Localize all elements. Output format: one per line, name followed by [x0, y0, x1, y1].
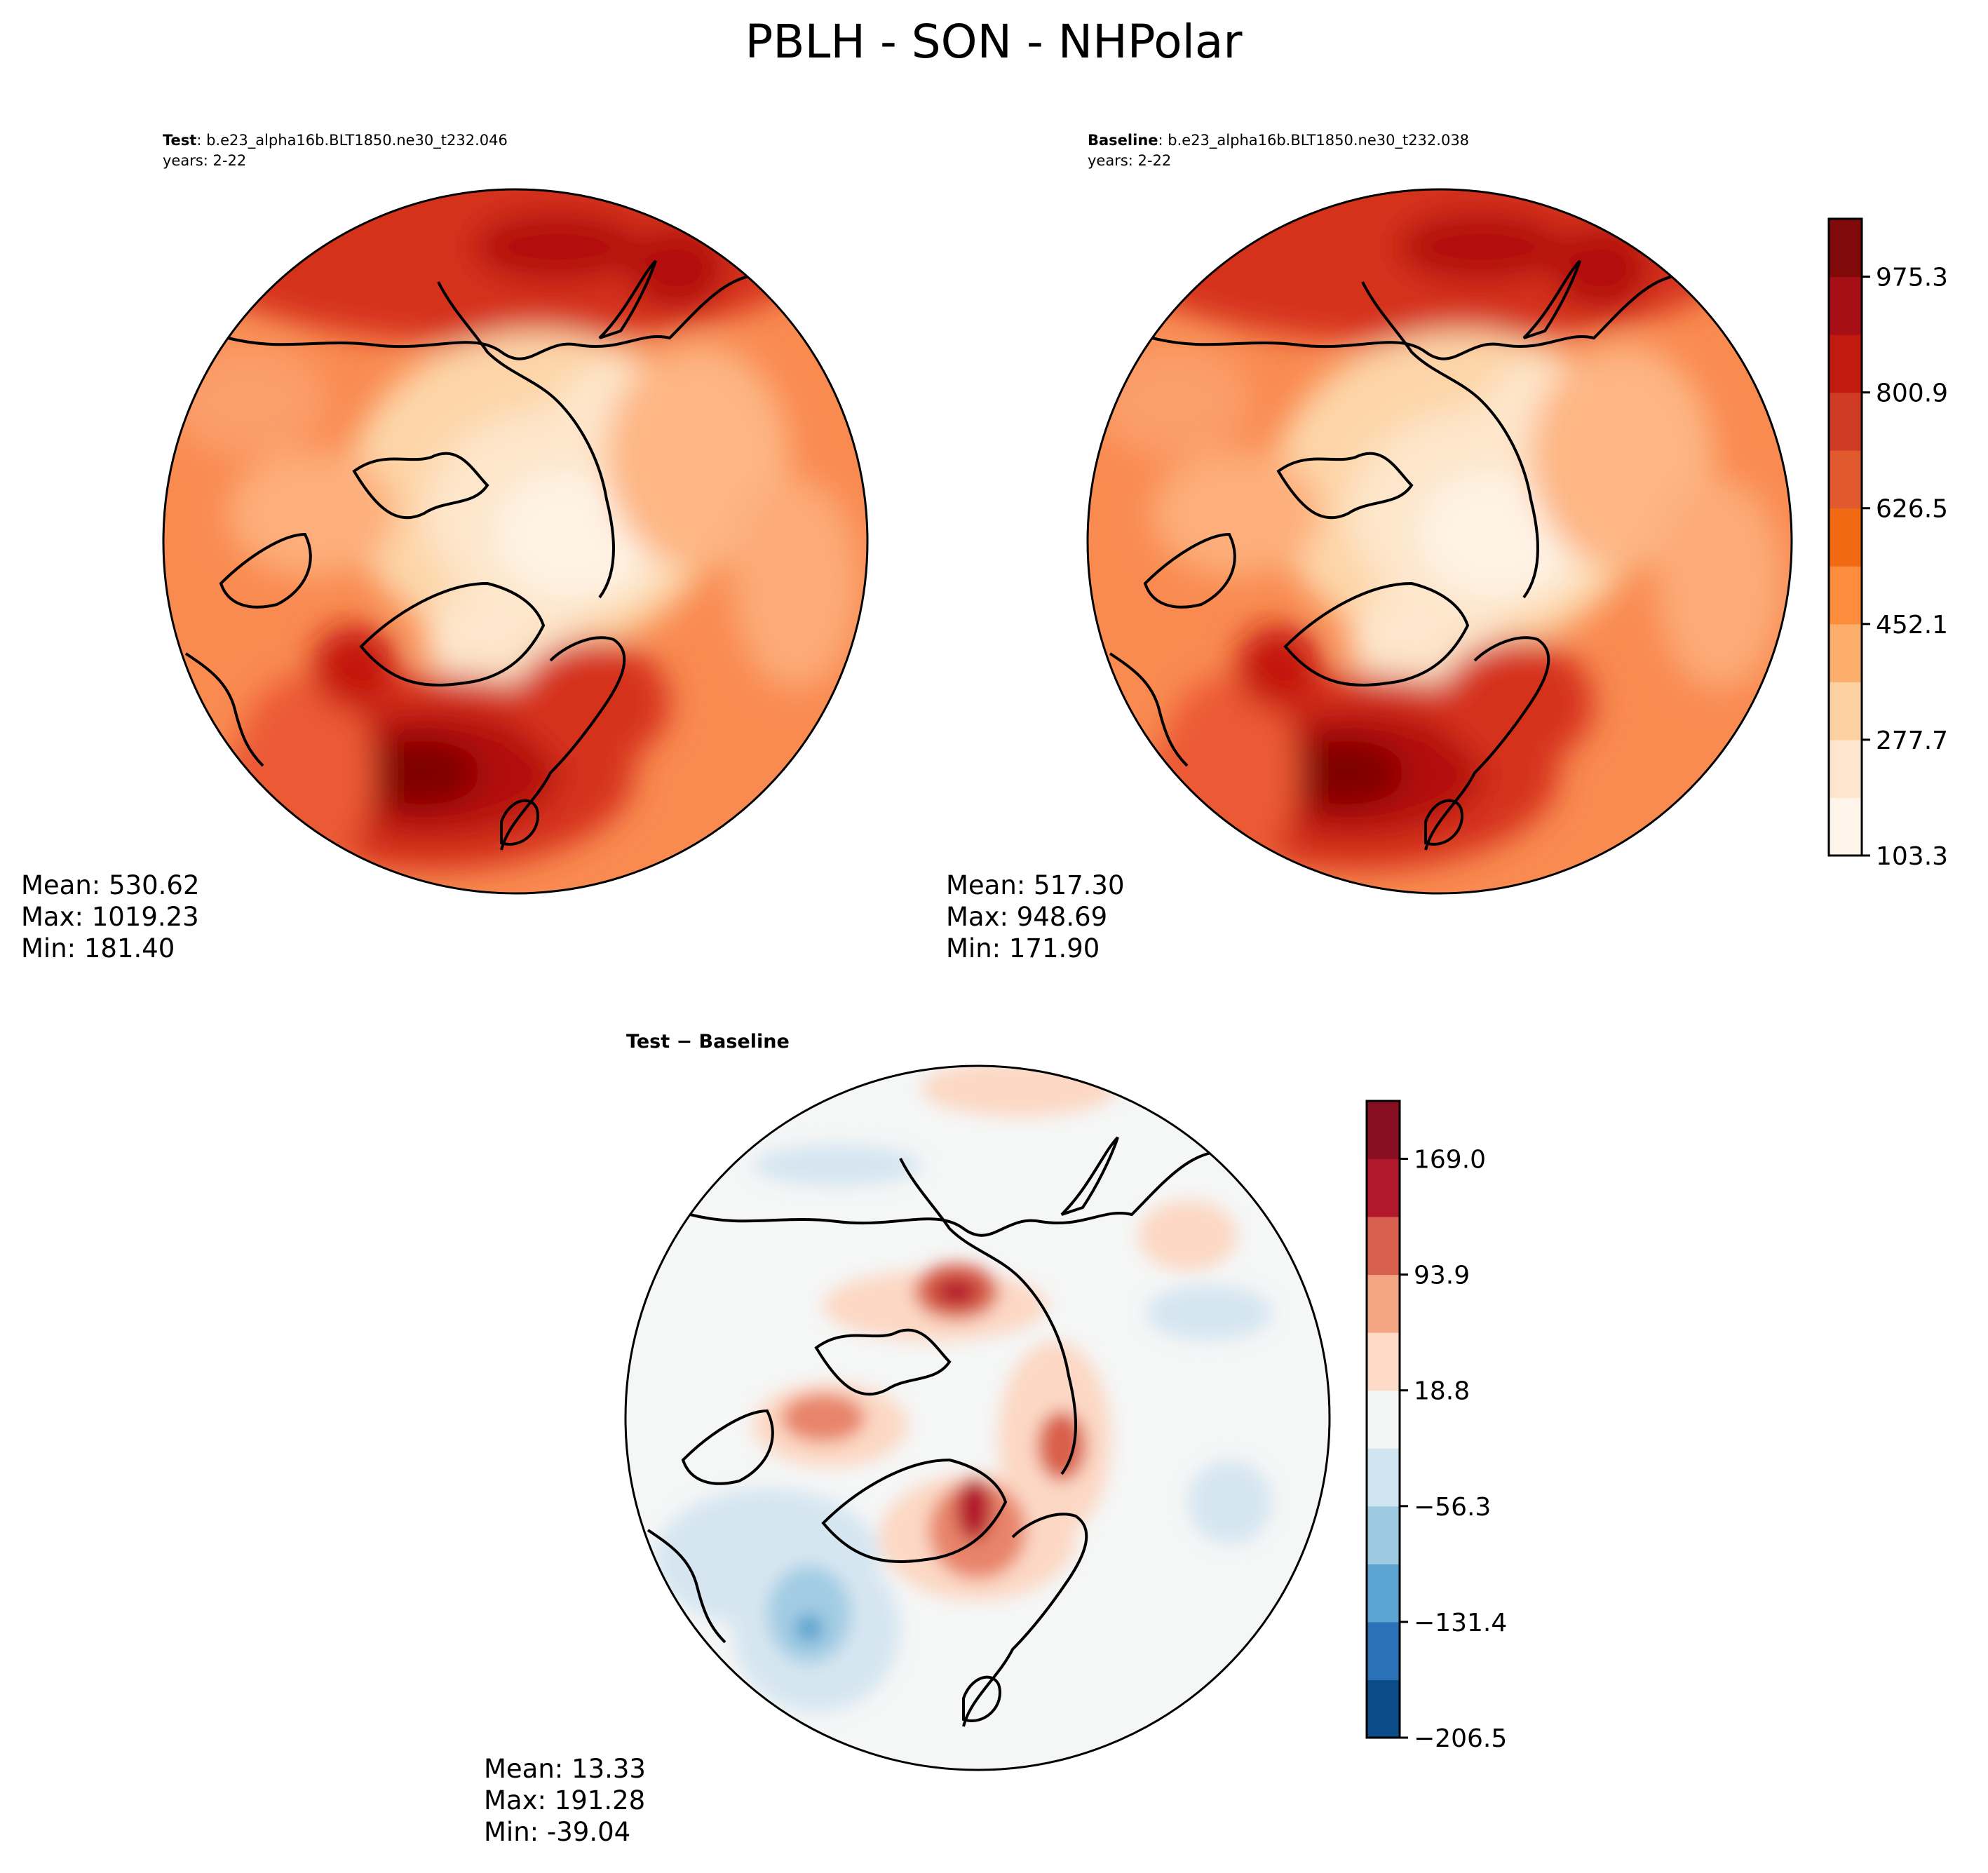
main-colorbar-tick-label: 800.9	[1876, 379, 1948, 408]
diff-colorbar-tick-label: −131.4	[1414, 1609, 1507, 1637]
main-colorbar-segment	[1829, 739, 1862, 798]
diff-colorbar-tick-label: 18.8	[1414, 1377, 1470, 1406]
main-colorbar-tick-label: 277.7	[1876, 726, 1948, 755]
diff-colorbar: −206.5 −131.4 −56.3 18.8 93.9 169.0	[1365, 1100, 1507, 1753]
test-mean: Mean: 530.62	[21, 870, 200, 900]
figure-title: PBLH - SON - NHPolar	[745, 15, 1243, 69]
main-colorbar-segment	[1829, 276, 1862, 335]
diff-mean: Mean: 13.33	[484, 1754, 646, 1784]
test-max: Max: 1019.23	[21, 902, 199, 932]
main-colorbar-segment	[1829, 450, 1862, 509]
main-colorbar-border	[1827, 217, 1863, 857]
diff-colorbar-segment	[1367, 1564, 1400, 1623]
main-colorbar-segment	[1829, 508, 1862, 567]
baseline-mean: Mean: 517.30	[946, 870, 1125, 900]
diff-colorbar-segment	[1367, 1390, 1400, 1449]
test-min: Min: 181.40	[21, 933, 175, 963]
main-colorbar-tick-label: 975.3	[1876, 264, 1948, 292]
main-colorbar-segment	[1829, 334, 1862, 393]
baseline-max: Max: 948.69	[946, 902, 1107, 932]
diff-colorbar-tick-label: 93.9	[1414, 1262, 1470, 1290]
test-label: Test	[163, 132, 196, 149]
diff-colorbar-tick-label: −56.3	[1414, 1493, 1491, 1522]
main-colorbar-segment	[1829, 392, 1862, 451]
diff-colorbar-segment	[1367, 1506, 1400, 1564]
diff-colorbar-tick-label: −206.5	[1414, 1724, 1507, 1753]
main-colorbar-tick-label: 103.3	[1876, 842, 1948, 871]
main-colorbar-segment	[1829, 797, 1862, 856]
main-colorbar-segment	[1829, 219, 1862, 278]
diff-colorbar-segment	[1367, 1217, 1400, 1276]
test-panel: Test: b.e23_alpha16b.BLT1850.ne30_t232.0…	[21, 132, 869, 963]
baseline-panel-header: Baseline: b.e23_alpha16b.BLT1850.ne30_t2…	[1088, 132, 1469, 149]
baseline-map	[1086, 188, 1793, 895]
diff-max: Max: 191.28	[484, 1785, 645, 1815]
diff-colorbar-border	[1365, 1100, 1401, 1739]
test-panel-header: Test: b.e23_alpha16b.BLT1850.ne30_t232.0…	[163, 132, 508, 149]
main-colorbar-segment	[1829, 623, 1862, 682]
main-colorbar: 103.3 277.7 452.1 626.5 800.9 975.3	[1827, 217, 1948, 871]
main-colorbar-segment	[1829, 566, 1862, 625]
diff-panel: Test − Baseline Mean: 13.33 Max: 191.28 …	[484, 1031, 1331, 1847]
diff-map	[624, 1064, 1331, 1771]
diff-min: Min: -39.04	[484, 1817, 630, 1847]
diff-colorbar-segment	[1367, 1274, 1400, 1333]
baseline-panel: Baseline: b.e23_alpha16b.BLT1850.ne30_t2…	[946, 132, 1793, 963]
diff-colorbar-tick-label: 169.0	[1414, 1146, 1486, 1175]
diff-colorbar-segment	[1367, 1158, 1400, 1217]
test-years: years: 2-22	[163, 152, 246, 169]
baseline-years: years: 2-22	[1088, 152, 1171, 169]
main-colorbar-segment	[1829, 682, 1862, 741]
diff-colorbar-segment	[1367, 1679, 1400, 1738]
diff-title: Test − Baseline	[626, 1031, 790, 1053]
diff-colorbar-segment	[1367, 1448, 1400, 1507]
diff-colorbar-segment	[1367, 1332, 1400, 1391]
test-map	[162, 188, 869, 895]
main-colorbar-tick-label: 626.5	[1876, 495, 1948, 524]
test-case-name: : b.e23_alpha16b.BLT1850.ne30_t232.046	[196, 132, 508, 149]
diff-colorbar-segment	[1367, 1621, 1400, 1680]
baseline-label: Baseline	[1088, 132, 1158, 149]
main-colorbar-tick-label: 452.1	[1876, 611, 1948, 640]
baseline-min: Min: 171.90	[946, 933, 1100, 963]
baseline-case-name: : b.e23_alpha16b.BLT1850.ne30_t232.038	[1158, 132, 1470, 149]
diff-colorbar-segment	[1367, 1101, 1400, 1160]
